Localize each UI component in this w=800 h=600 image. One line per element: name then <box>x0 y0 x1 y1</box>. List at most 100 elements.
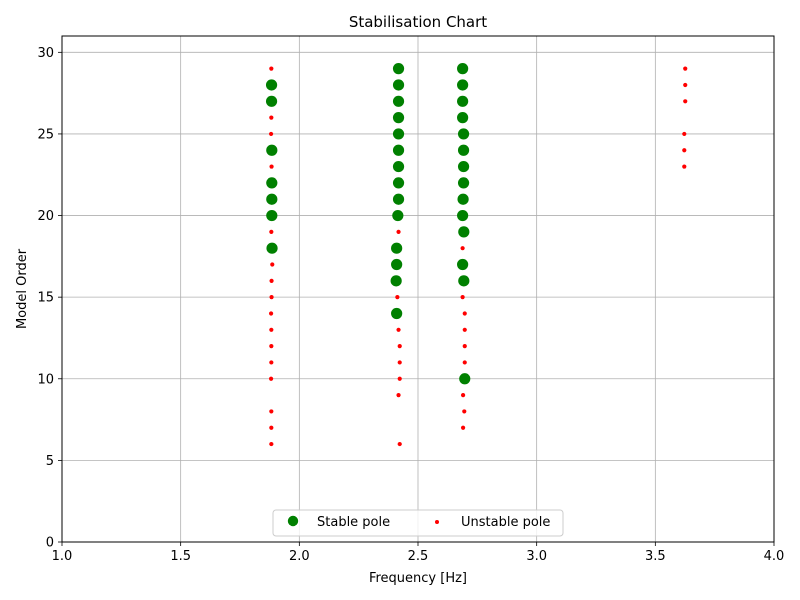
legend-stable-label: Stable pole <box>317 515 390 530</box>
unstable-pole-point <box>268 131 274 137</box>
unstable-pole-point <box>269 409 274 414</box>
stable-pole-point <box>457 193 469 205</box>
stable-pole-point <box>392 177 405 189</box>
x-tick-label: 4.0 <box>764 549 785 564</box>
y-tick-label: 25 <box>37 127 54 142</box>
y-tick-label: 0 <box>46 536 54 551</box>
x-tick-label: 3.0 <box>526 549 547 564</box>
unstable-pole-point <box>269 344 274 349</box>
stable-pole-point <box>457 79 469 91</box>
x-tick-label: 2.5 <box>408 549 429 564</box>
stable-pole-point <box>457 209 469 222</box>
y-tick-label: 5 <box>46 454 54 469</box>
y-tick-label: 20 <box>37 209 54 224</box>
stable-pole-point <box>391 258 403 271</box>
unstable-pole-point <box>683 66 688 71</box>
unstable-pole-point <box>462 409 467 414</box>
stable-pole-point <box>392 193 405 205</box>
stable-pole-point <box>392 112 405 124</box>
x-axis-label: Frequency [Hz] <box>369 571 467 586</box>
x-axis-ticks: 1.0 1.5 2.0 2.5 3.0 3.5 4.0 <box>52 542 785 564</box>
unstable-pole-point <box>269 278 274 283</box>
legend-stable-marker <box>287 515 299 527</box>
y-tick-label: 15 <box>37 291 54 306</box>
stable-pole-point <box>457 144 470 156</box>
unstable-pole-point <box>269 229 274 234</box>
unstable-pole-point <box>269 360 274 365</box>
unstable-pole-point <box>683 82 688 88</box>
unstable-pole-series <box>268 66 688 447</box>
unstable-pole-point <box>269 115 274 120</box>
y-axis-label: Model Order <box>15 248 30 329</box>
unstable-pole-point <box>682 164 687 169</box>
stable-pole-point <box>457 177 470 189</box>
unstable-pole-point <box>395 295 400 300</box>
unstable-pole-point <box>269 295 274 300</box>
stable-pole-point <box>266 177 278 189</box>
x-tick-label: 2.0 <box>289 549 310 564</box>
unstable-pole-point <box>682 148 687 153</box>
chart-title: Stabilisation Chart <box>349 13 487 31</box>
stable-pole-series <box>265 63 471 385</box>
x-tick-label: 1.5 <box>170 549 191 564</box>
stable-pole-point <box>457 112 469 124</box>
stable-pole-point <box>392 144 405 156</box>
stable-pole-point <box>392 95 405 107</box>
unstable-pole-point <box>682 131 687 137</box>
stable-pole-point <box>266 242 278 254</box>
stable-pole-point <box>390 275 402 287</box>
unstable-pole-point <box>460 246 465 251</box>
stable-pole-point <box>266 193 278 205</box>
unstable-pole-point <box>460 425 466 430</box>
stable-pole-point <box>457 128 470 140</box>
legend-unstable-marker <box>435 520 439 524</box>
stable-pole-point <box>392 63 405 75</box>
stable-pole-point <box>392 209 404 222</box>
unstable-pole-point <box>460 295 465 300</box>
stable-pole-point <box>457 63 469 75</box>
unstable-pole-point <box>462 327 467 332</box>
stable-pole-point <box>392 160 405 173</box>
unstable-pole-point <box>396 392 401 398</box>
stable-pole-point <box>458 275 470 287</box>
stable-pole-point <box>391 307 403 320</box>
stable-pole-point <box>458 226 470 238</box>
unstable-pole-point <box>268 311 274 316</box>
y-axis-ticks: 0 5 10 15 20 25 30 <box>37 46 62 551</box>
x-tick-label: 1.0 <box>52 549 73 564</box>
unstable-pole-point <box>462 311 467 316</box>
stable-pole-point <box>391 242 403 254</box>
y-tick-label: 30 <box>37 46 54 61</box>
unstable-pole-point <box>460 392 466 398</box>
legend-box <box>272 509 564 537</box>
unstable-pole-point <box>462 344 467 349</box>
stable-pole-point <box>392 79 405 91</box>
unstable-pole-point <box>397 376 402 381</box>
stable-pole-point <box>266 144 278 156</box>
legend-unstable-label: Unstable pole <box>461 515 550 530</box>
unstable-pole-point <box>270 262 275 267</box>
stable-pole-point <box>392 128 405 140</box>
unstable-pole-point <box>396 229 401 234</box>
unstable-pole-point <box>462 360 467 365</box>
unstable-pole-point <box>269 66 274 71</box>
stable-pole-point <box>265 79 278 91</box>
legend: Stable pole Unstable pole <box>272 509 564 537</box>
stable-pole-point <box>266 209 278 222</box>
stable-pole-point <box>457 258 469 271</box>
unstable-pole-point <box>269 425 274 430</box>
unstable-pole-point <box>397 441 402 447</box>
stable-pole-point <box>457 160 470 173</box>
stable-pole-point <box>459 373 471 385</box>
stable-pole-point <box>457 95 469 107</box>
unstable-pole-point <box>683 99 688 104</box>
unstable-pole-point <box>396 327 401 332</box>
x-tick-label: 3.5 <box>645 549 666 564</box>
unstable-pole-point <box>269 441 274 447</box>
unstable-pole-point <box>269 164 274 169</box>
unstable-pole-point <box>269 327 274 332</box>
unstable-pole-point <box>397 360 402 365</box>
unstable-pole-point <box>268 376 274 381</box>
stable-pole-point <box>265 95 278 107</box>
